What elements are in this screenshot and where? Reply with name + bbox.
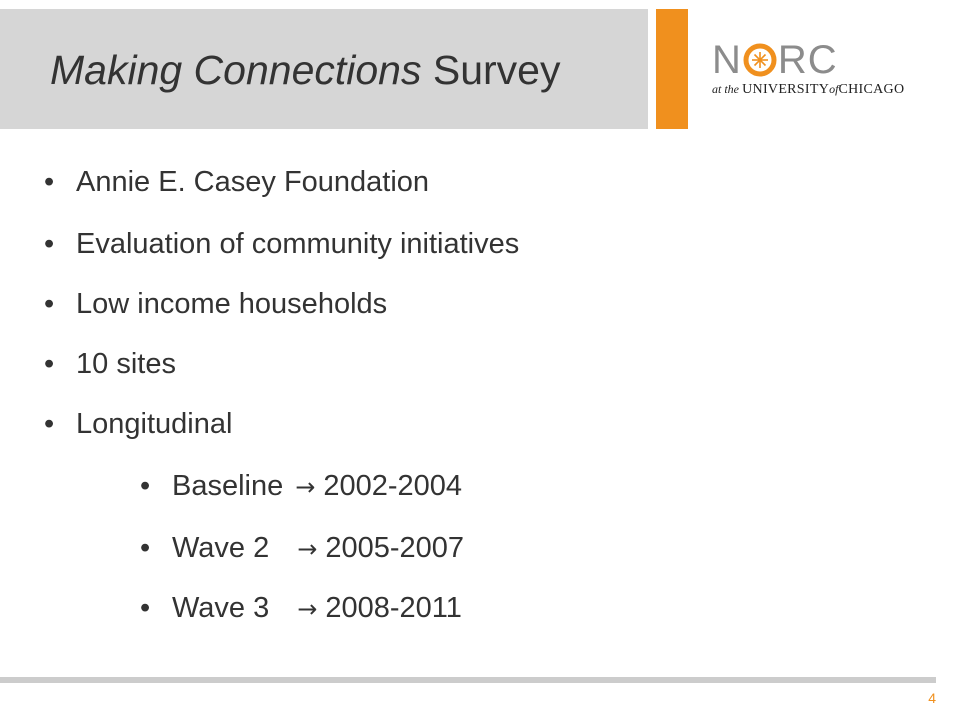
bullet-dot: • — [44, 348, 55, 380]
wave-years: 2008-2011 — [325, 592, 462, 624]
wave-years: 2005-2007 — [325, 532, 465, 564]
wave-years: 2002-2004 — [323, 470, 463, 502]
logo-tagline: at the UNIVERSITYofCHICAGO — [712, 82, 904, 97]
bullet-dot: • — [44, 166, 55, 198]
title-bar — [0, 9, 648, 129]
bullet-text: Annie E. Casey Foundation — [76, 166, 430, 198]
logo-o-sun-icon — [742, 40, 778, 80]
sub-bullet-text: Baseline → 2002-2004 — [172, 468, 462, 505]
bullet-text: 10 sites — [76, 348, 176, 380]
slide-title: Making Connections Survey — [50, 44, 560, 96]
bullet-text: Low income households — [76, 288, 388, 320]
slide-title-rest: Survey — [421, 47, 561, 93]
bullet-dot: • — [140, 470, 151, 502]
arrow-right-icon: → — [297, 595, 318, 623]
logo-letters-rc: RC — [777, 38, 838, 82]
bullet-dot: • — [44, 408, 55, 440]
logo-university: UNIVERSITY — [742, 82, 830, 97]
sub-bullet-text: Wave 2 → 2005-2007 — [172, 530, 464, 567]
logo-chicago: CHICAGO — [838, 82, 905, 97]
bullet-dot: • — [140, 532, 151, 564]
wave-label: Wave 2 — [172, 532, 270, 564]
wave-label: Baseline — [172, 470, 284, 502]
logo-letter-n: N — [712, 38, 742, 82]
norc-logo: N RC at the UNIVERSITYofCHICAGO — [706, 30, 936, 110]
logo-wordmark: N RC — [712, 40, 838, 80]
page-number: 4 — [928, 690, 936, 706]
bullet-list: • Annie E. Casey Foundation • Evaluation… — [44, 166, 520, 627]
bullet-text: Longitudinal — [76, 408, 233, 440]
bullet-dot: • — [44, 228, 55, 260]
bullet-text: Evaluation of community initiatives — [76, 228, 520, 260]
slide-title-italic: Making Connections — [50, 47, 422, 93]
orange-accent-bar — [656, 9, 688, 129]
footer-divider — [0, 677, 936, 683]
bullet-dot: • — [140, 592, 151, 624]
wave-label: Wave 3 — [172, 592, 270, 624]
logo-at-the: at the — [712, 82, 739, 96]
bullet-dot: • — [44, 288, 55, 320]
arrow-right-icon: → — [297, 535, 318, 563]
sub-bullet-text: Wave 3 → 2008-2011 — [172, 590, 462, 627]
logo-of: of — [829, 82, 839, 96]
arrow-right-icon: → — [295, 473, 316, 501]
